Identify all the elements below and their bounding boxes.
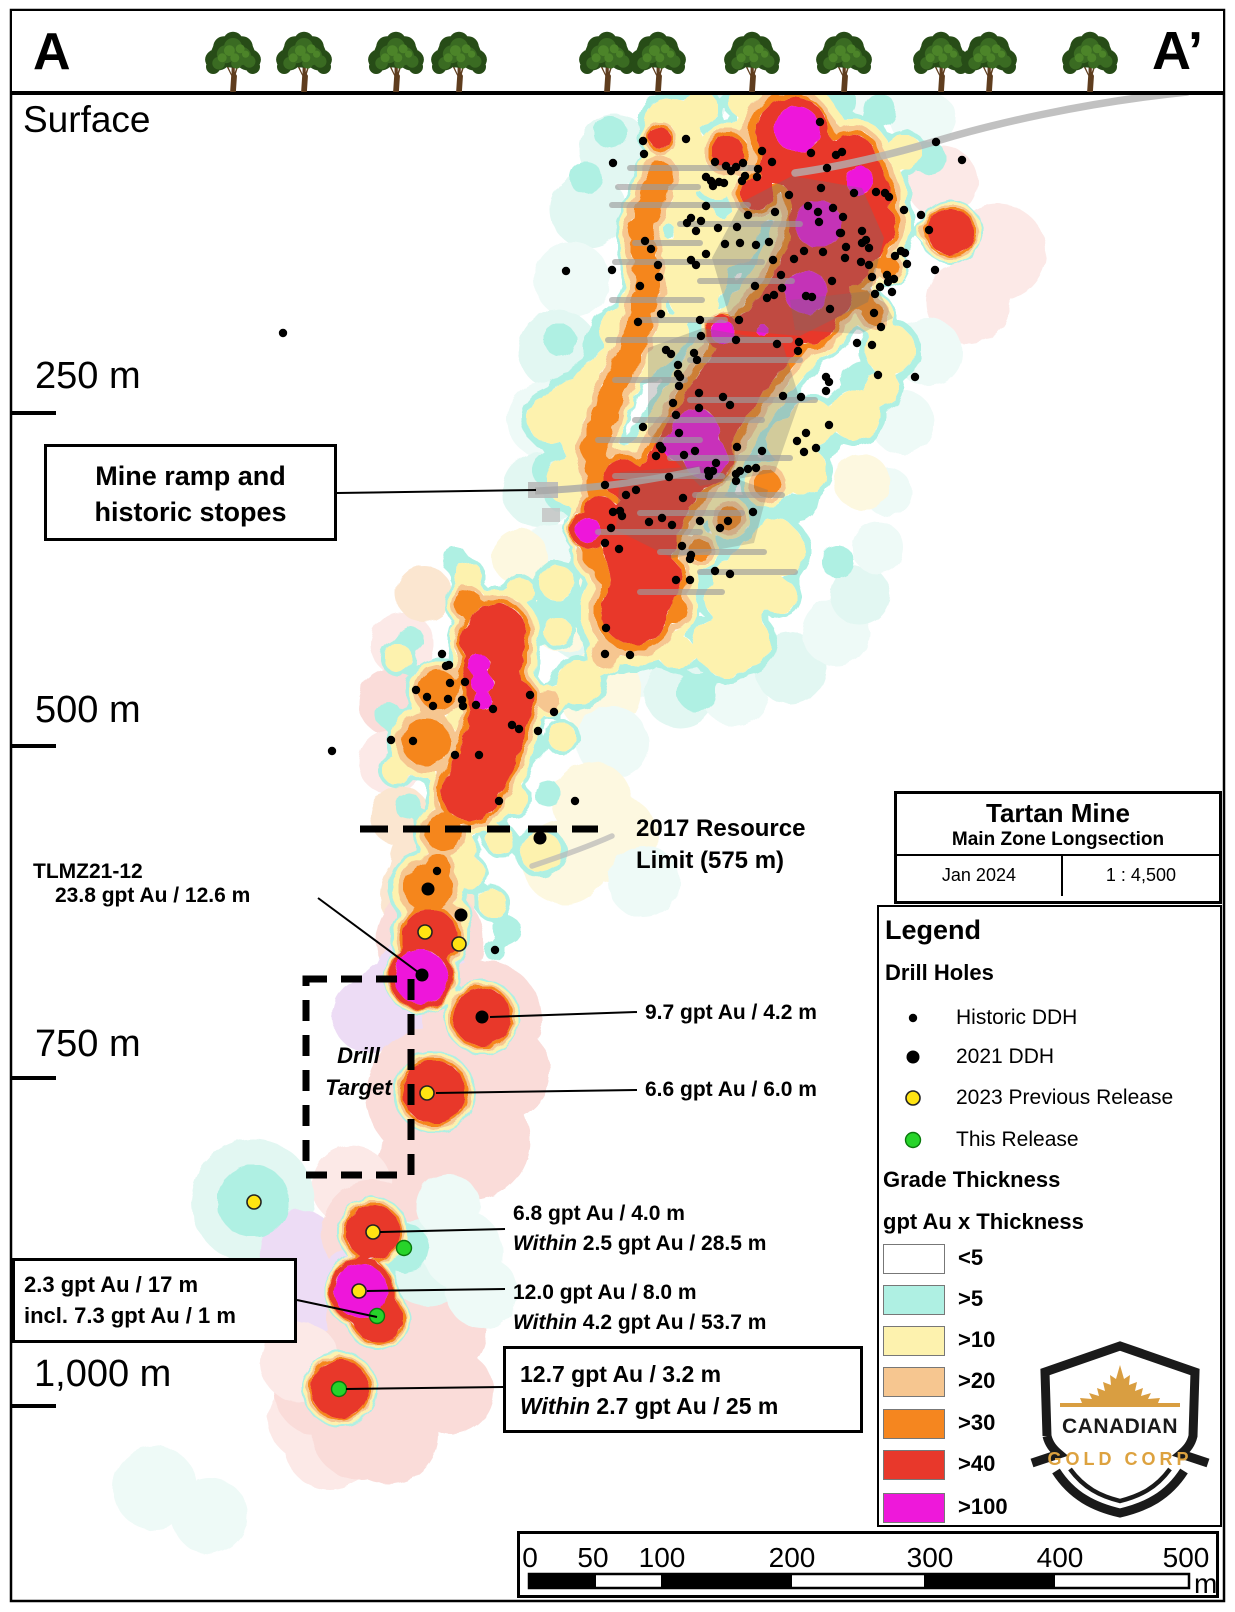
svg-text:400: 400 — [1037, 1542, 1084, 1573]
svg-text:GOLD CORP: GOLD CORP — [1047, 1449, 1192, 1469]
svg-text:100: 100 — [639, 1542, 686, 1573]
svg-text:m: m — [1194, 1568, 1217, 1598]
svg-text:50: 50 — [577, 1542, 608, 1573]
svg-text:CANADIAN: CANADIAN — [1062, 1415, 1178, 1438]
svg-text:200: 200 — [769, 1542, 816, 1573]
svg-text:300: 300 — [907, 1542, 954, 1573]
svg-text:500: 500 — [1163, 1542, 1210, 1573]
svg-text:0: 0 — [522, 1542, 538, 1573]
